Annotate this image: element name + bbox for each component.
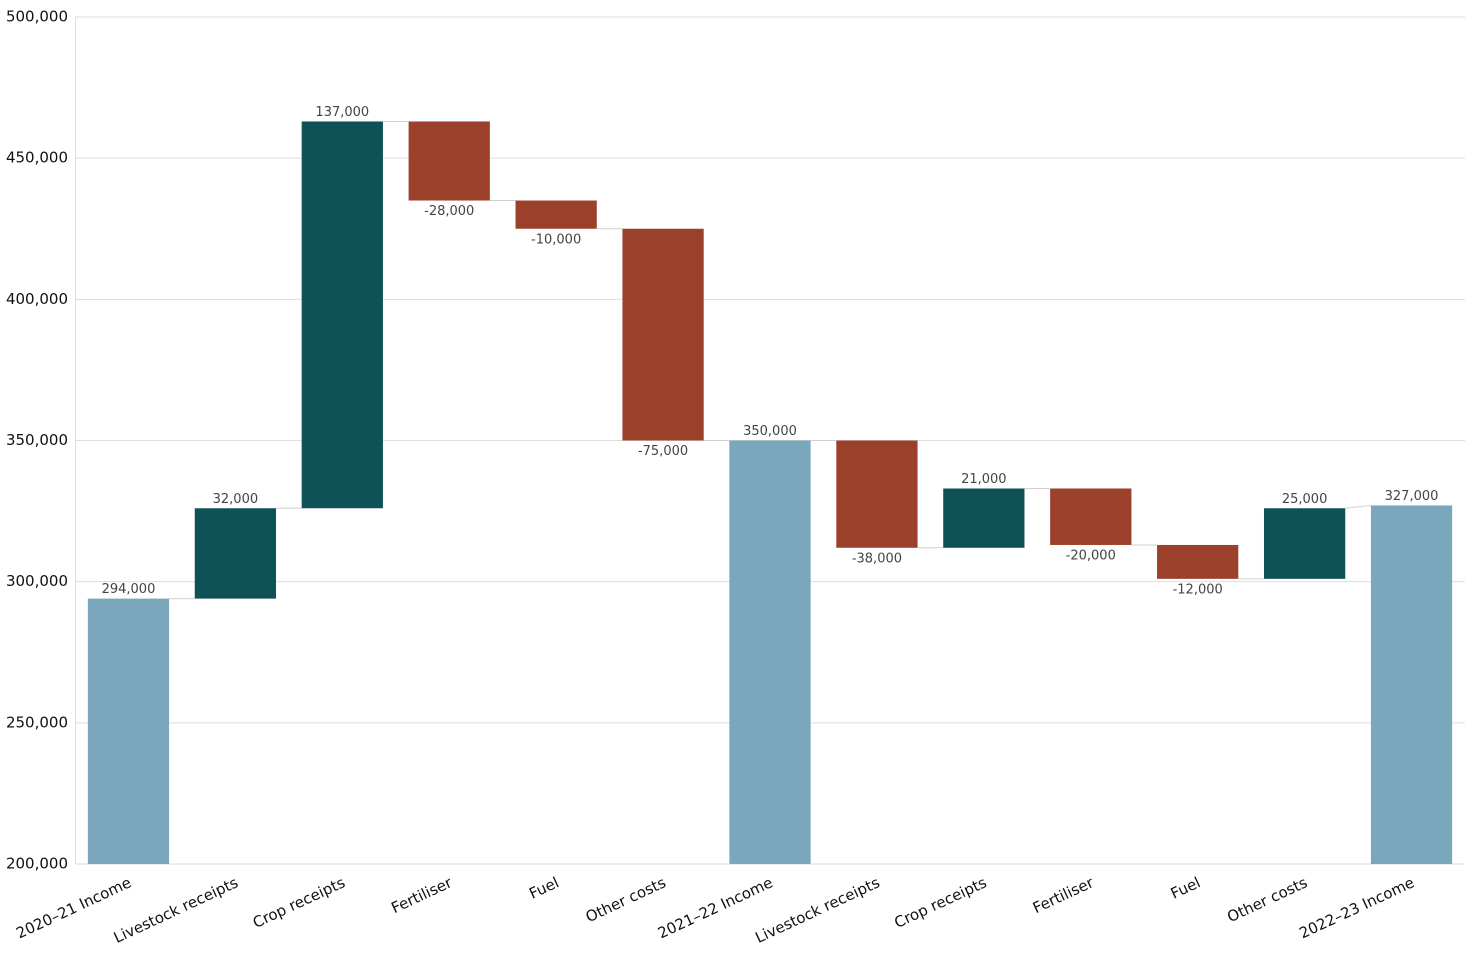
y-tick-label: 400,000 <box>6 290 68 308</box>
y-tick-label: 300,000 <box>6 572 68 590</box>
bar <box>729 440 811 864</box>
value-label: 25,000 <box>1282 492 1328 507</box>
bar <box>1370 505 1453 864</box>
value-label: 32,000 <box>213 492 259 507</box>
value-label: 294,000 <box>102 582 156 597</box>
x-tick-label: Crop receipts <box>250 873 348 932</box>
x-tick-label: Crop receipts <box>891 873 989 932</box>
bar <box>622 228 704 441</box>
bar <box>301 121 383 509</box>
bar <box>87 598 170 864</box>
value-label: -38,000 <box>852 551 902 566</box>
y-tick-label: 350,000 <box>6 431 68 449</box>
x-tick-label: Other costs <box>1224 873 1310 926</box>
x-tick-label: Fertiliser <box>388 873 455 917</box>
y-tick-label: 500,000 <box>6 8 68 26</box>
x-tick-label: Other costs <box>583 873 669 926</box>
value-label: 137,000 <box>315 105 369 120</box>
value-label: -12,000 <box>1173 582 1223 597</box>
y-tick-label: 250,000 <box>6 713 68 731</box>
bar <box>408 121 490 201</box>
bar <box>515 200 597 229</box>
value-label: 327,000 <box>1385 489 1439 504</box>
y-tick-label: 450,000 <box>6 149 68 167</box>
x-tick-label: 2022–23 Income <box>1296 873 1417 942</box>
x-tick-label: Fuel <box>1168 873 1203 902</box>
bar <box>1263 508 1346 579</box>
bar <box>836 440 918 548</box>
bar <box>194 508 277 599</box>
y-tick-label: 200,000 <box>6 855 68 873</box>
x-tick-label: Fertiliser <box>1030 873 1097 917</box>
bar <box>943 488 1025 548</box>
bar <box>1050 488 1132 545</box>
connector <box>1345 504 1371 509</box>
value-label: -28,000 <box>424 204 474 219</box>
value-label: 350,000 <box>743 424 797 439</box>
x-tick-label: Fuel <box>526 873 561 902</box>
value-label: 21,000 <box>961 472 1007 487</box>
bar <box>1157 544 1239 579</box>
value-label: -20,000 <box>1066 548 1116 563</box>
value-label: -10,000 <box>531 232 581 247</box>
value-label: -75,000 <box>638 444 688 459</box>
